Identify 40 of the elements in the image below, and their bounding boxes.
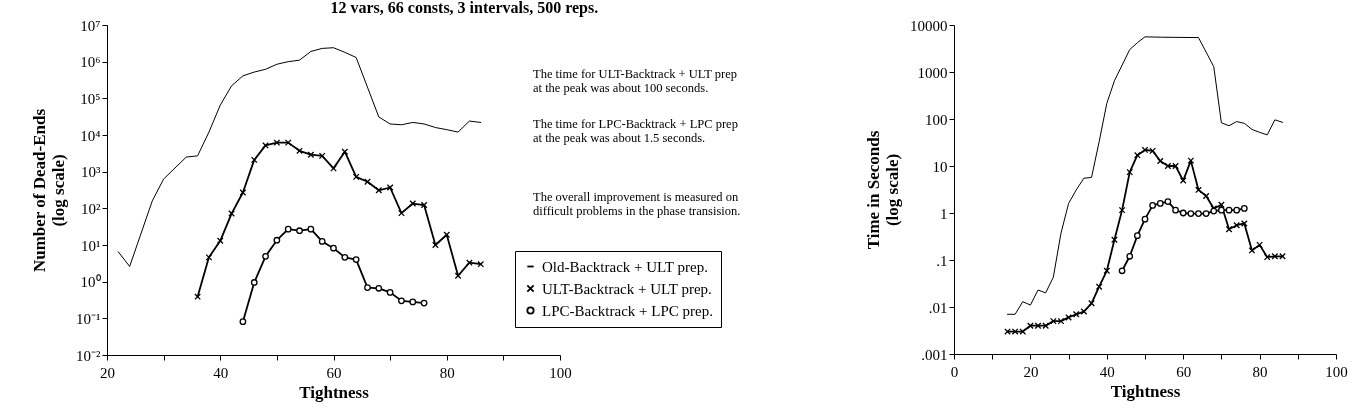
x-axis-title: Tightness xyxy=(299,382,370,402)
y-tick-label: 10⁻² xyxy=(76,347,101,364)
y-tick-label: 10⁰ xyxy=(80,274,101,291)
x-tick-label: 60 xyxy=(1176,363,1192,380)
y-tick-label: .1 xyxy=(936,252,948,269)
x-tick-label: 20 xyxy=(100,364,115,381)
y-tick-label: .01 xyxy=(928,299,948,316)
y-tick-label: 1 xyxy=(940,205,948,222)
y-tick-label: 10⁻¹ xyxy=(76,310,101,327)
y-tick-label: .001 xyxy=(921,346,948,363)
x-axis-title: Tightness xyxy=(1110,381,1181,401)
y-axis-title: Number of Dead-Ends (log scale) xyxy=(30,108,68,273)
legend-label: ULT-Backtrack + ULT prep. xyxy=(542,280,712,297)
x-tick-label: 100 xyxy=(549,364,572,381)
y-tick-label: 10 xyxy=(932,158,948,175)
legend-label: Old-Backtrack + ULT prep. xyxy=(542,258,708,275)
y-tick-label: 100 xyxy=(925,111,948,128)
y-tick-label: 10³ xyxy=(81,164,101,181)
y-tick-label: 10000 xyxy=(910,17,948,34)
legend-label: LPC-Backtrack + LPC prep. xyxy=(542,302,713,319)
x-tick-label: 40 xyxy=(1099,363,1115,380)
annotation: The time for ULT-Backtrack + ULT prep at the peak was about 100 seconds. xyxy=(533,67,737,95)
chart-title: 12 vars, 66 consts, 3 intervals, 500 reps. xyxy=(330,0,599,17)
x-tick-label: 100 xyxy=(1325,363,1348,380)
y-tick-label: 10² xyxy=(81,200,101,217)
x-tick-label: 40 xyxy=(213,364,229,381)
x-tick-label: 80 xyxy=(439,364,455,381)
y-tick-label: 10⁴ xyxy=(80,127,101,144)
annotation: The time for LPC-Backtrack + LPC prep at the peak was about 1.5 seconds. xyxy=(533,117,738,145)
y-tick-label: 10⁷ xyxy=(80,17,101,34)
y-tick-label: 1000 xyxy=(917,64,948,81)
y-axis-title: Time in Seconds (log scale) xyxy=(864,130,902,250)
y-tick-label: 10⁵ xyxy=(80,90,101,107)
x-tick-label: 0 xyxy=(950,363,959,380)
x-tick-label: 80 xyxy=(1252,363,1268,380)
annotation: The overall improvement is measured on difficult problems in the phase transision. xyxy=(533,190,741,218)
x-tick-label: 20 xyxy=(1023,363,1039,380)
x-tick-label: 60 xyxy=(326,364,342,381)
y-tick-label: 10⁶ xyxy=(80,54,101,71)
y-tick-label: 10¹ xyxy=(81,237,101,254)
